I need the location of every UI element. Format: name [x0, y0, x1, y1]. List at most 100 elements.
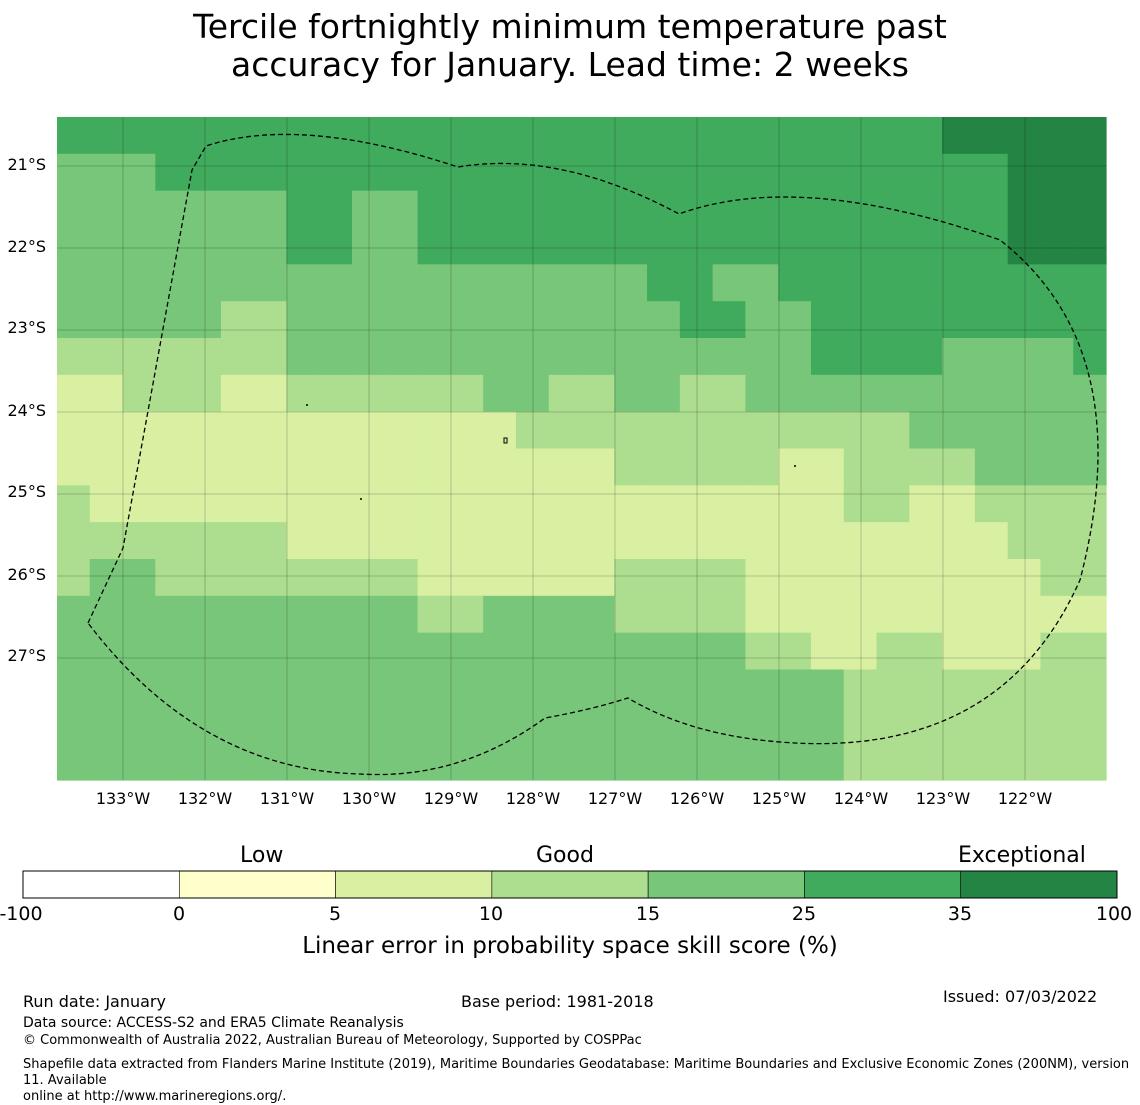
grid-cell — [352, 338, 386, 376]
grid-cell — [319, 743, 353, 781]
grid-cell — [1073, 559, 1107, 597]
grid-cell — [319, 117, 353, 155]
grid-cell — [483, 743, 517, 781]
grid-cell — [1040, 632, 1074, 671]
grid-cell — [220, 411, 255, 450]
grid-cell — [548, 485, 583, 523]
grid-cell — [548, 522, 583, 560]
grid-cell — [57, 559, 91, 597]
grid-cell — [417, 374, 451, 413]
grid-cell — [89, 559, 124, 597]
grid-cell — [483, 301, 517, 339]
grid-cell — [974, 522, 1009, 560]
category-label-good: Good — [536, 843, 594, 868]
grid-cell — [220, 227, 255, 265]
grid-cell — [876, 522, 910, 560]
grid-cell — [876, 743, 910, 781]
grid-cell — [614, 153, 648, 192]
grid-cell — [57, 411, 91, 450]
grid-cell — [188, 153, 222, 192]
grid-cell — [581, 632, 615, 671]
grid-cell — [1073, 522, 1107, 560]
grid-cell — [89, 338, 124, 376]
grid-cell — [745, 522, 779, 560]
grid-cell — [450, 264, 484, 302]
grid-cell — [352, 448, 386, 486]
grid-cell — [712, 190, 747, 229]
grid-cell — [548, 448, 583, 486]
grid-cell — [483, 153, 517, 192]
grid-cell — [417, 595, 451, 634]
grid-cell — [220, 595, 255, 634]
grid-cell — [483, 706, 517, 744]
grid-cell — [253, 669, 288, 707]
grid-cell — [352, 190, 386, 229]
grid-cell — [515, 669, 550, 707]
grid-cell — [876, 227, 910, 265]
colorbar-segment — [647, 870, 805, 899]
grid-cell — [253, 301, 288, 339]
colorbar-segments — [22, 870, 1118, 899]
grid-cell — [843, 485, 878, 523]
grid-cell — [1040, 448, 1074, 486]
grid-cell — [1040, 153, 1074, 192]
grid-cell — [745, 190, 779, 229]
grid-cell — [220, 153, 255, 192]
grid-cell — [647, 706, 681, 744]
grid-cell — [122, 374, 156, 413]
grid-cell — [188, 338, 222, 376]
grid-cell — [417, 559, 451, 597]
grid-cell — [319, 190, 353, 229]
grid-cell — [909, 522, 943, 560]
grid-cell — [909, 338, 943, 376]
grid-cell — [876, 485, 910, 523]
grid-cell — [1073, 264, 1107, 302]
grid-cell — [188, 669, 222, 707]
grid-cell — [712, 743, 747, 781]
grid-cell — [679, 411, 714, 450]
grid-cell — [122, 706, 156, 744]
grid-cell — [1007, 669, 1042, 707]
grid-cell — [1007, 632, 1042, 671]
grid-cell — [548, 411, 583, 450]
grid-cell — [253, 374, 288, 413]
title-line-2: accuracy for January. Lead time: 2 weeks — [231, 45, 909, 84]
grid-cell — [942, 743, 976, 781]
grid-cell — [810, 227, 845, 265]
grid-cell — [286, 595, 320, 634]
grid-cell — [548, 190, 583, 229]
grid-cell — [384, 706, 419, 744]
eez-boundary — [87, 133, 1099, 776]
grid-cell — [745, 338, 779, 376]
grid-cell — [614, 338, 648, 376]
grid-cell — [1007, 411, 1042, 450]
grid-cell — [1073, 190, 1107, 229]
grid-cell — [1007, 595, 1042, 634]
grid-cell — [712, 595, 747, 634]
grid-cell — [1073, 743, 1107, 781]
grid-cell — [122, 448, 156, 486]
grid-cell — [483, 669, 517, 707]
grid-cell — [188, 374, 222, 413]
grid-cell — [679, 117, 714, 155]
grid-cell — [647, 522, 681, 560]
grid-cell — [843, 411, 878, 450]
lon-label: 128°W — [505, 789, 561, 808]
grid-cell — [647, 743, 681, 781]
grid-cell — [384, 227, 419, 265]
grid-cell — [515, 374, 550, 413]
grid-cell — [1007, 448, 1042, 486]
grid-cell — [450, 743, 484, 781]
grid-cell — [319, 448, 353, 486]
grid-cell — [57, 743, 91, 781]
grid-cell — [122, 301, 156, 339]
grid-cell — [679, 153, 714, 192]
grid-cell — [155, 559, 189, 597]
grid-cell — [417, 301, 451, 339]
grid-cell — [909, 706, 943, 744]
grid-cell — [319, 485, 353, 523]
grid-cell — [843, 632, 878, 671]
grid-cell — [909, 227, 943, 265]
grid-cell — [188, 448, 222, 486]
lon-label: 130°W — [341, 789, 397, 808]
